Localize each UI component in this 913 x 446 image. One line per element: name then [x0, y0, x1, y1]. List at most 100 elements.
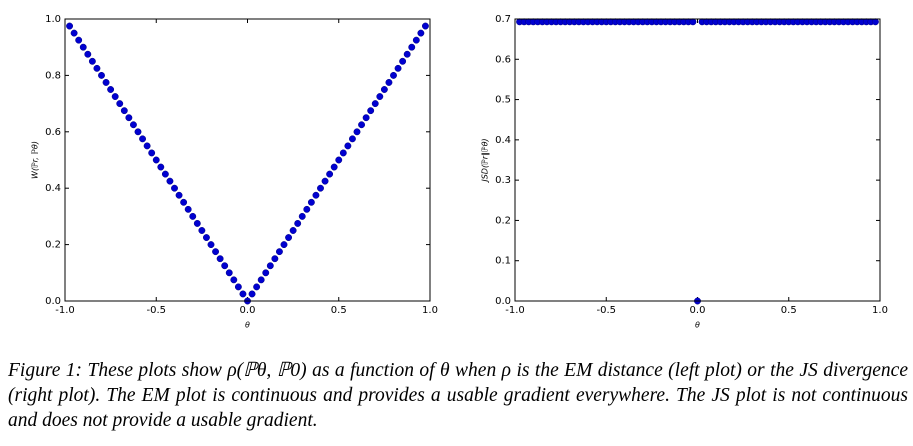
x-tick-label: -1.0 — [55, 305, 75, 316]
data-point — [202, 234, 210, 242]
data-point — [212, 248, 220, 256]
data-point — [157, 163, 165, 171]
data-point — [285, 234, 293, 242]
data-point — [262, 269, 270, 277]
data-point — [298, 212, 306, 220]
data-point — [253, 283, 261, 291]
data-point — [348, 135, 356, 143]
y-tick-label: 0.1 — [495, 256, 511, 267]
data-point — [275, 248, 283, 256]
data-point — [93, 64, 101, 72]
data-point — [116, 100, 124, 108]
data-point — [120, 107, 128, 115]
y-tick-label: 0.3 — [495, 175, 511, 186]
data-point — [417, 29, 425, 37]
x-axis-label: θ — [695, 321, 700, 330]
y-tick-label: 0.0 — [495, 296, 511, 307]
data-point — [385, 79, 393, 86]
data-point — [98, 71, 105, 79]
data-point — [403, 50, 411, 58]
y-tick-label: 0.2 — [45, 240, 61, 251]
data-point — [335, 156, 343, 164]
data-point — [184, 205, 192, 213]
data-point — [421, 22, 429, 30]
data-point — [294, 220, 302, 227]
x-tick-label: 0.0 — [690, 305, 706, 316]
data-point — [139, 135, 147, 143]
data-point — [152, 156, 160, 164]
data-point — [129, 121, 137, 129]
data-point — [326, 170, 334, 178]
data-point — [166, 177, 174, 185]
data-point — [871, 18, 879, 26]
data-point — [380, 86, 388, 93]
y-tick-label: 0.2 — [495, 215, 511, 226]
data-point — [171, 184, 178, 192]
y-tick-label: 1.0 — [45, 14, 61, 25]
data-point — [321, 177, 329, 185]
x-tick-label: -0.5 — [596, 305, 616, 316]
y-tick-label: 0.8 — [45, 70, 61, 81]
data-point — [225, 269, 233, 277]
data-point — [88, 57, 96, 65]
data-point — [193, 220, 201, 227]
data-point — [280, 241, 288, 249]
data-point — [376, 93, 384, 101]
data-point — [362, 114, 370, 122]
data-point — [107, 86, 115, 93]
data-point — [66, 22, 74, 30]
y-tick-label: 0.6 — [495, 54, 511, 65]
data-point — [207, 241, 215, 249]
data-point — [134, 128, 142, 136]
data-point — [353, 128, 361, 136]
data-point — [307, 198, 315, 206]
x-tick-label: -1.0 — [505, 305, 525, 316]
data-point — [189, 212, 197, 220]
y-axis-label: JSD(ℙr‖ℙθ) — [481, 138, 490, 183]
data-point — [412, 36, 420, 44]
y-tick-label: 0.0 — [45, 296, 61, 307]
data-point — [358, 121, 366, 129]
data-point — [79, 43, 87, 51]
figure: -1.0 -0.5 0.0 0.5 1.0 0.0 0.2 0.4 0.6 0.8 1.0 θ W(ℙr… — [31, 14, 888, 330]
data-point — [317, 184, 324, 192]
x-tick-label: -0.5 — [146, 305, 166, 316]
data-point — [75, 36, 83, 44]
y-tick-label: 0.4 — [45, 183, 61, 194]
y-axis-label: W(ℙr, ℙθ) — [31, 141, 40, 179]
y-tick-label: 0.5 — [495, 95, 511, 106]
data-point — [371, 100, 379, 108]
data-point — [148, 149, 156, 157]
data-point — [175, 191, 183, 199]
data-point — [271, 255, 279, 263]
data-point — [234, 283, 242, 291]
x-tick-label: 0.5 — [331, 305, 347, 316]
data-point — [394, 64, 402, 72]
data-point — [266, 262, 274, 270]
data-point — [239, 290, 247, 298]
caption: Figure 1: These plots show ρ(ℙθ, ℙ0) as … — [8, 360, 908, 431]
data-point — [330, 163, 338, 171]
data-point — [111, 93, 119, 101]
y-tick-label: 0.4 — [495, 135, 511, 146]
data-point — [408, 43, 416, 51]
x-axis-label: θ — [245, 321, 250, 330]
x-tick-label: 1.0 — [872, 305, 888, 316]
data-point — [216, 255, 224, 263]
data-point — [230, 276, 238, 284]
data-point — [221, 262, 229, 270]
plot-frame — [514, 18, 881, 302]
data-point — [180, 198, 188, 206]
data-point — [248, 290, 256, 298]
data-point — [102, 79, 110, 86]
data-point — [312, 191, 320, 199]
plot-frame — [64, 18, 431, 302]
data-point — [689, 18, 697, 26]
data-point — [70, 29, 78, 37]
data-point — [161, 170, 169, 178]
x-tick-label: 0.5 — [781, 305, 797, 316]
y-tick-label: 0.6 — [45, 127, 61, 138]
data-point — [339, 149, 347, 157]
data-point — [367, 107, 375, 115]
data-point — [289, 227, 297, 234]
